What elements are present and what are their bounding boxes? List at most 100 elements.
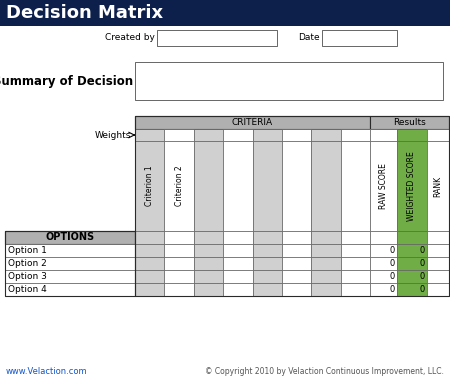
Bar <box>282 141 311 231</box>
Bar <box>397 270 427 283</box>
Bar <box>282 231 311 244</box>
Bar <box>223 129 252 141</box>
Bar <box>427 231 449 244</box>
Text: Date: Date <box>298 33 320 43</box>
Bar <box>252 257 282 270</box>
Bar <box>427 141 449 231</box>
Bar <box>397 141 427 231</box>
Bar <box>135 116 370 129</box>
Bar <box>397 231 427 244</box>
Bar <box>341 129 370 141</box>
Bar <box>223 283 252 296</box>
Text: Option 1: Option 1 <box>8 246 47 255</box>
Bar <box>252 231 282 244</box>
Bar <box>282 257 311 270</box>
Bar <box>223 257 252 270</box>
Bar <box>223 141 252 231</box>
Text: Option 3: Option 3 <box>8 272 47 281</box>
Bar <box>194 231 223 244</box>
Bar <box>311 257 341 270</box>
Bar <box>282 270 311 283</box>
Bar <box>341 231 370 244</box>
Text: Created by: Created by <box>105 33 155 43</box>
Text: 0: 0 <box>420 272 425 281</box>
Bar <box>370 257 397 270</box>
Bar <box>223 270 252 283</box>
Text: 0: 0 <box>390 272 395 281</box>
Text: www.Velaction.com: www.Velaction.com <box>6 368 88 376</box>
Bar <box>282 244 311 257</box>
Bar <box>5 257 135 270</box>
Text: WEIGHTED SCORE: WEIGHTED SCORE <box>408 151 417 221</box>
Text: 0: 0 <box>420 246 425 255</box>
Bar <box>5 283 135 296</box>
Text: © Copyright 2010 by Velaction Continuous Improvement, LLC.: © Copyright 2010 by Velaction Continuous… <box>205 368 444 376</box>
Bar <box>223 244 252 257</box>
Bar <box>252 244 282 257</box>
Text: 0: 0 <box>420 285 425 294</box>
Bar <box>5 244 135 257</box>
Bar <box>311 244 341 257</box>
Text: Option 4: Option 4 <box>8 285 47 294</box>
Bar <box>135 270 164 283</box>
Text: RANK: RANK <box>433 175 442 196</box>
Bar <box>194 270 223 283</box>
Bar <box>341 141 370 231</box>
Bar <box>223 231 252 244</box>
Bar <box>427 270 449 283</box>
Bar <box>164 231 194 244</box>
Bar <box>282 283 311 296</box>
Text: 0: 0 <box>390 259 395 268</box>
Bar <box>397 129 427 141</box>
Bar <box>194 141 223 231</box>
Bar <box>311 141 341 231</box>
Bar <box>397 244 427 257</box>
Bar <box>311 270 341 283</box>
Bar <box>311 129 341 141</box>
Bar <box>341 244 370 257</box>
Bar <box>135 129 164 141</box>
Bar <box>194 257 223 270</box>
Bar <box>311 231 341 244</box>
Bar <box>135 257 164 270</box>
Text: Weights: Weights <box>94 131 131 139</box>
Bar <box>135 231 164 244</box>
Bar <box>164 283 194 296</box>
Text: Option 2: Option 2 <box>8 259 47 268</box>
Bar <box>164 244 194 257</box>
Bar <box>282 129 311 141</box>
Bar <box>427 257 449 270</box>
Bar <box>135 244 164 257</box>
Text: RAW SCORE: RAW SCORE <box>379 163 388 209</box>
Bar <box>135 116 449 296</box>
Bar <box>0 0 450 26</box>
Bar <box>370 283 397 296</box>
Bar <box>341 270 370 283</box>
Bar <box>370 129 397 141</box>
Bar <box>370 270 397 283</box>
Bar <box>311 283 341 296</box>
Bar <box>135 141 164 231</box>
Bar <box>397 257 427 270</box>
Text: Summary of Decision: Summary of Decision <box>0 75 133 87</box>
Text: 0: 0 <box>390 285 395 294</box>
Text: 0: 0 <box>420 259 425 268</box>
Bar <box>252 283 282 296</box>
Text: Results: Results <box>393 118 426 127</box>
Bar <box>164 257 194 270</box>
Bar <box>370 231 397 244</box>
Bar <box>427 283 449 296</box>
Bar <box>164 141 194 231</box>
Bar <box>135 62 443 100</box>
Bar <box>322 30 397 46</box>
Bar <box>194 244 223 257</box>
Bar <box>157 30 277 46</box>
Bar <box>5 231 135 296</box>
Bar <box>194 129 223 141</box>
Bar <box>252 270 282 283</box>
Text: 0: 0 <box>390 246 395 255</box>
Bar <box>341 283 370 296</box>
Bar <box>5 231 135 244</box>
Text: Decision Matrix: Decision Matrix <box>6 4 163 22</box>
Bar <box>427 244 449 257</box>
